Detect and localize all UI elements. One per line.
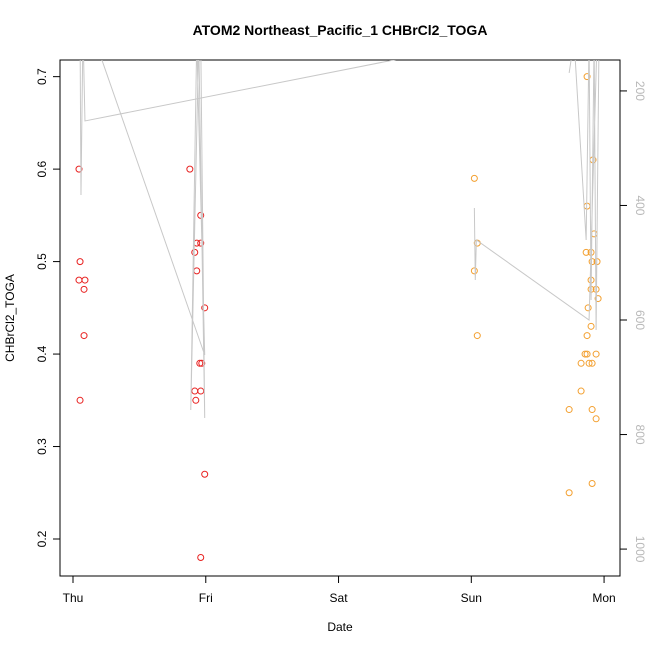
point xyxy=(198,359,206,367)
point xyxy=(80,285,88,293)
point xyxy=(592,350,600,358)
point xyxy=(191,248,199,256)
point xyxy=(473,332,481,340)
y2-tick-label: 400 xyxy=(633,195,647,215)
x-tick-label: Fri xyxy=(199,591,213,605)
line-trace xyxy=(79,60,600,419)
y-tick-label: 0.6 xyxy=(35,160,49,177)
y-axis-label: CHBrCl2_TOGA xyxy=(3,274,17,362)
point xyxy=(201,470,209,478)
point xyxy=(588,359,596,367)
point xyxy=(192,396,200,404)
point xyxy=(75,276,83,284)
point xyxy=(76,258,84,266)
point xyxy=(565,406,573,414)
point xyxy=(588,480,596,488)
point xyxy=(594,295,602,303)
plot-area xyxy=(75,60,602,562)
y-tick-label: 0.5 xyxy=(35,253,49,270)
x-tick-label: Sun xyxy=(461,591,482,605)
y-tick-label: 0.4 xyxy=(35,345,49,362)
point xyxy=(587,322,595,330)
x-tick-label: Mon xyxy=(592,591,615,605)
point xyxy=(81,276,89,284)
point xyxy=(197,554,205,562)
y-tick-label: 0.2 xyxy=(35,530,49,547)
y2-tick-label: 600 xyxy=(633,310,647,330)
point xyxy=(470,174,478,182)
plot-frame xyxy=(59,59,621,577)
point xyxy=(193,267,201,275)
point xyxy=(75,165,83,173)
chart-title: ATOM2 Northeast_Pacific_1 CHBrCl2_TOGA xyxy=(193,22,488,38)
point xyxy=(191,387,199,395)
point xyxy=(588,258,596,266)
y-tick-label: 0.7 xyxy=(35,68,49,85)
point xyxy=(565,489,573,497)
point xyxy=(577,359,585,367)
point xyxy=(583,350,591,358)
point xyxy=(583,332,591,340)
point xyxy=(80,332,88,340)
point xyxy=(201,304,209,312)
point xyxy=(581,350,589,358)
point xyxy=(197,239,205,247)
point xyxy=(197,387,205,395)
y2-tick-label: 1000 xyxy=(633,536,647,563)
x-tick-label: Sat xyxy=(330,591,349,605)
point xyxy=(577,387,585,395)
y2-tick-label: 800 xyxy=(633,425,647,445)
point xyxy=(186,165,194,173)
x-axis-label: Date xyxy=(327,620,353,634)
point xyxy=(592,415,600,423)
point xyxy=(588,406,596,414)
point xyxy=(583,73,591,81)
point xyxy=(76,396,84,404)
point xyxy=(582,248,590,256)
point xyxy=(585,359,593,367)
y-tick-label: 0.3 xyxy=(35,438,49,455)
point xyxy=(584,304,592,312)
y2-tick-label: 200 xyxy=(633,81,647,101)
point xyxy=(470,267,478,275)
point xyxy=(196,359,204,367)
x-tick-label: Thu xyxy=(63,591,84,605)
